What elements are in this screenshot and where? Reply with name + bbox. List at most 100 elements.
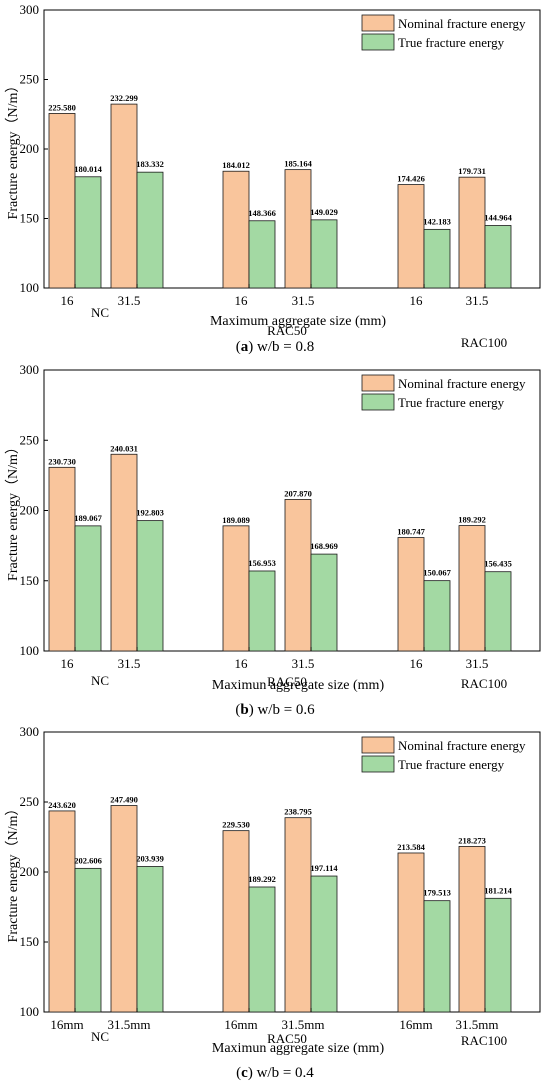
data-label-true: 144.964	[484, 213, 512, 223]
caption-paren-close: )	[249, 702, 254, 718]
data-label-nominal: 218.273	[458, 835, 486, 845]
data-label-true: 149.029	[310, 207, 338, 217]
legend-label-true: True fracture energy	[398, 35, 505, 50]
data-label-true: 156.435	[484, 559, 512, 569]
legend-label-true: True fracture energy	[398, 757, 505, 772]
bar-true	[74, 525, 102, 652]
bar-true	[484, 571, 512, 652]
legend-label-nominal: Nominal fracture energy	[398, 738, 526, 753]
data-label-true: 203.939	[136, 853, 164, 863]
caption-paren-close: )	[248, 1065, 253, 1081]
y-tick-label: 300	[20, 724, 40, 739]
data-label-true: 142.183	[423, 216, 451, 226]
caption-paren-open: (	[236, 339, 241, 355]
bar-true	[136, 866, 164, 1013]
bar-true	[310, 553, 338, 652]
bar-true	[423, 900, 451, 1013]
figure-caption: (a) w/b = 0.8	[236, 339, 314, 355]
x-category-label: 16	[410, 293, 424, 308]
bar-true	[423, 228, 451, 289]
y-tick-label: 250	[20, 432, 40, 447]
data-label-nominal: 230.730	[48, 456, 76, 466]
bar-nominal	[458, 846, 486, 1013]
caption-paren-open: (	[235, 702, 240, 718]
data-label-true: 168.969	[310, 541, 338, 551]
data-label-nominal: 240.031	[110, 443, 138, 453]
x-group-label: NC	[91, 673, 109, 688]
caption-letter: c	[241, 1065, 248, 1081]
bar-nominal	[284, 499, 312, 652]
x-axis-label: Maximum aggregate size (mm)	[210, 314, 386, 329]
bar-true	[248, 886, 276, 1013]
data-label-true: 181.214	[484, 885, 512, 895]
data-label-nominal: 184.012	[222, 160, 250, 170]
caption-letter: b	[240, 702, 248, 718]
x-axis-label: Maximun aggregate size (mm)	[212, 1041, 385, 1056]
x-category-label: 16mm	[50, 1017, 83, 1032]
bar-nominal	[110, 453, 138, 652]
x-category-label: 16	[235, 656, 249, 671]
x-group-label: RAC100	[461, 1033, 507, 1048]
x-group-label: RAC100	[461, 676, 507, 691]
y-axis-label: Fracture energy（N/m）	[5, 802, 21, 943]
bar-nominal	[458, 176, 486, 289]
bar-true	[310, 219, 338, 289]
x-category-label: 16	[235, 293, 249, 308]
x-category-label: 16	[410, 656, 424, 671]
bar-nominal	[48, 810, 76, 1013]
y-tick-label: 300	[20, 362, 40, 377]
data-label-true: 192.803	[136, 508, 164, 518]
x-category-label: 31.5	[292, 656, 315, 671]
data-label-true: 183.332	[136, 159, 164, 169]
legend: Nominal fracture energy True fracture ene…	[361, 736, 526, 773]
y-tick-label: 300	[20, 2, 40, 17]
data-label-true: 148.366	[248, 208, 276, 218]
x-category-label: 16	[61, 656, 75, 671]
x-group-label: RAC50	[267, 1031, 307, 1046]
data-label-nominal: 174.426	[397, 174, 425, 184]
caption-paren-open: (	[236, 1065, 241, 1081]
figure-caption: (b) w/b = 0.6	[235, 702, 315, 718]
legend-swatch-nominal	[361, 736, 395, 754]
x-group-label: RAC50	[267, 323, 307, 338]
bar-nominal	[222, 525, 250, 652]
y-tick-label: 200	[20, 864, 40, 879]
bar-nominal	[458, 525, 486, 652]
legend-swatch-true	[361, 33, 395, 51]
x-category-label: 31.5	[292, 293, 315, 308]
legend-label-true: True fracture energy	[398, 395, 505, 410]
bar-nominal	[48, 466, 76, 652]
legend-label-nominal: Nominal fracture energy	[398, 376, 526, 391]
x-group-label: NC	[91, 305, 109, 320]
x-group-label: RAC50	[267, 674, 307, 689]
data-label-nominal: 213.584	[397, 842, 425, 852]
y-tick-label: 250	[20, 794, 40, 809]
y-tick-label: 250	[20, 72, 40, 87]
legend-swatch-nominal	[361, 374, 395, 392]
x-category-label: 16	[61, 293, 75, 308]
bar-true	[136, 520, 164, 652]
chart-panel-c: 100 150 200 250 300 Fracture energy（N/m） 243.6…	[5, 724, 541, 1081]
bar-nominal	[284, 169, 312, 289]
y-axis-label: Fracture energy（N/m）	[5, 79, 21, 220]
data-label-true: 197.114	[310, 863, 338, 873]
data-label-nominal: 189.089	[222, 515, 250, 525]
bar-nominal	[222, 170, 250, 289]
y-tick-label: 150	[20, 934, 40, 949]
data-label-nominal: 238.795	[284, 807, 312, 817]
y-tick-label: 150	[20, 211, 40, 226]
x-category-label: 31.5	[466, 656, 489, 671]
data-label-nominal: 247.490	[110, 795, 138, 805]
y-tick-label: 150	[20, 573, 40, 588]
figure-caption: (c) w/b = 0.4	[236, 1065, 314, 1081]
data-label-nominal: 243.620	[48, 800, 76, 810]
bar-true	[248, 570, 276, 652]
y-tick-label: 100	[20, 1004, 40, 1019]
x-category-label: 31.5mm	[456, 1017, 499, 1032]
data-label-true: 179.513	[423, 888, 451, 898]
chart-panel-b: 100 150 200 250 300 Fracture energy（N/m） 230.7…	[5, 362, 541, 718]
bar-nominal	[397, 852, 425, 1013]
bar-true	[74, 867, 102, 1013]
data-label-true: 150.067	[423, 568, 451, 578]
